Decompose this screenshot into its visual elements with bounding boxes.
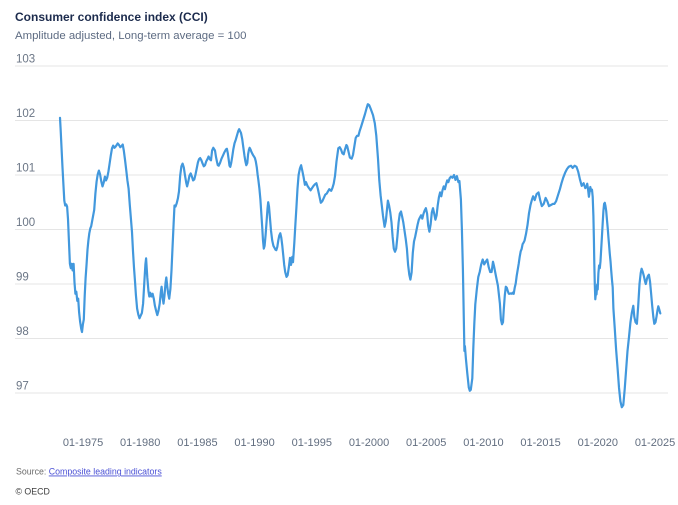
svg-text:01-2020: 01-2020 [578, 437, 618, 449]
svg-text:98: 98 [16, 326, 29, 338]
svg-text:01-2000: 01-2000 [349, 437, 389, 449]
svg-text:01-2015: 01-2015 [520, 437, 560, 449]
svg-text:01-1985: 01-1985 [177, 437, 217, 449]
svg-text:01-2005: 01-2005 [406, 437, 446, 449]
svg-text:01-1995: 01-1995 [292, 437, 332, 449]
svg-text:Amplitude adjusted, Long-term: Amplitude adjusted, Long-term average = … [15, 30, 246, 42]
svg-text:01-2025: 01-2025 [635, 437, 675, 449]
svg-text:01-1975: 01-1975 [63, 437, 103, 449]
svg-text:97: 97 [16, 381, 29, 393]
svg-text:Consumer confidence index (CCI: Consumer confidence index (CCI) [15, 10, 208, 24]
svg-text:101: 101 [16, 163, 35, 175]
svg-text:01-1980: 01-1980 [120, 437, 160, 449]
svg-text:01-1990: 01-1990 [234, 437, 274, 449]
svg-text:100: 100 [16, 217, 35, 229]
svg-text:102: 102 [16, 108, 35, 120]
svg-text:Source: Composite leading indi: Source: Composite leading indicators [16, 467, 162, 477]
svg-text:99: 99 [16, 272, 29, 284]
svg-text:103: 103 [16, 54, 35, 66]
svg-text:© OECD: © OECD [16, 487, 50, 497]
svg-text:01-2010: 01-2010 [463, 437, 503, 449]
